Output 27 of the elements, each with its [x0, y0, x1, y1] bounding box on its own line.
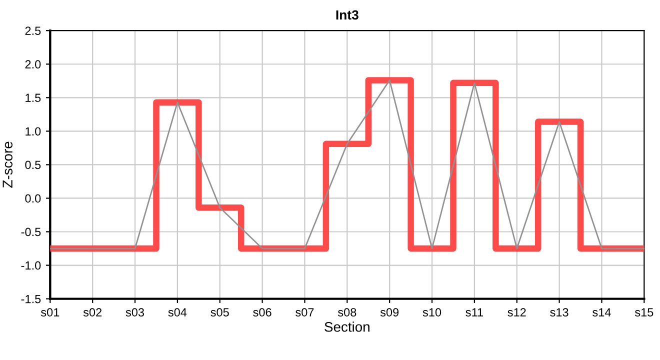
y-tick-label: 0.0: [25, 194, 41, 203]
y-tick-label: -1.5: [21, 294, 41, 304]
x-tick-label: s12: [508, 308, 526, 316]
x-tick-label: s11: [466, 308, 483, 316]
x-tick-label: s09: [380, 308, 399, 316]
y-tick-label: 1.0: [26, 127, 41, 136]
x-tick-label: s01: [40, 308, 60, 316]
x-tick-label: s06: [253, 308, 272, 316]
y-tick-label: -1.0: [21, 261, 41, 270]
x-tick-label: s08: [338, 308, 356, 316]
x-tick-label: s15: [634, 308, 654, 316]
x-tick-label: s02: [83, 308, 102, 316]
x-tick-label: s03: [126, 308, 144, 316]
y-tick-label: 1.5: [26, 94, 41, 102]
x-tick-label: s07: [296, 308, 314, 316]
x-axis-title: Section: [324, 322, 370, 332]
x-tick-label: s05: [210, 308, 229, 316]
y-tick-label: 2.5: [25, 26, 41, 35]
x-tick-label: s10: [422, 308, 442, 316]
y-tick-label: 2.0: [25, 60, 41, 69]
x-tick-label: s04: [168, 308, 187, 316]
y-tick-label: -0.5: [21, 228, 41, 236]
chart-title: Int3: [336, 10, 358, 20]
x-tick-label: s13: [550, 308, 568, 316]
x-tick-label: s14: [592, 308, 611, 316]
y-axis-title: Z-score: [2, 142, 12, 188]
y-tick-label: 0.5: [25, 160, 41, 170]
